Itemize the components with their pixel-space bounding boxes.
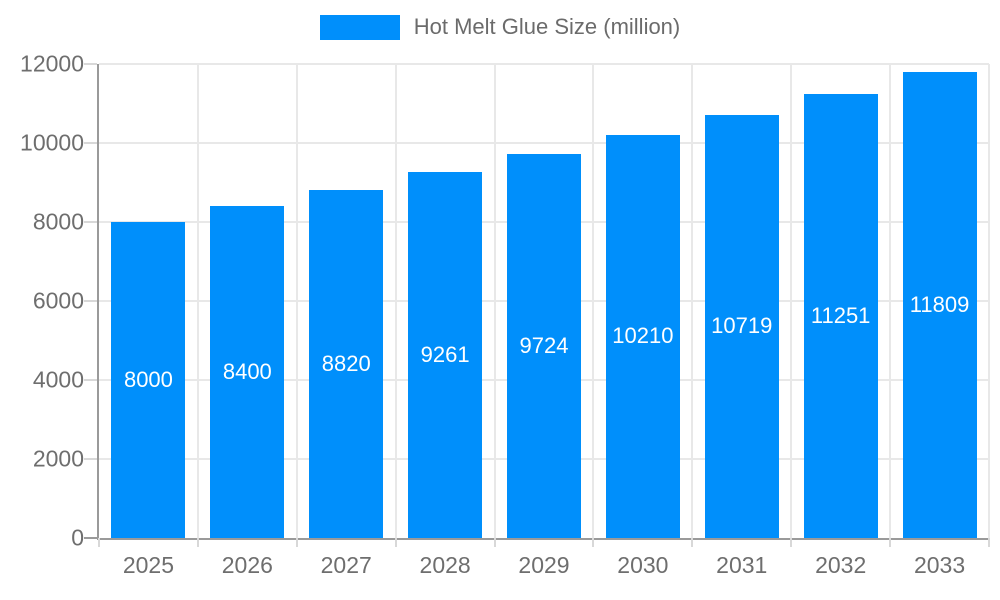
y-axis-tick [84,142,97,144]
x-tick-label: 2033 [913,552,966,578]
legend-swatch [319,14,400,40]
legend-label: Hot Melt Glue Size (million) [413,14,681,39]
x-axis-tick [196,538,199,547]
x-axis-line [97,538,989,540]
x-axis-tick [691,538,694,547]
bar-value-label: 11251 [810,302,871,328]
x-tick-label: 2027 [320,552,372,578]
x-axis-tick [889,538,892,547]
bar-value-label: 11809 [909,291,970,317]
y-axis-tick [84,221,97,223]
x-axis-tick [592,538,595,547]
bar[interactable]: 8400 [210,206,285,538]
bar[interactable]: 8820 [309,189,384,538]
y-tick-label: 12000 [20,50,84,77]
gridline-vertical [196,64,199,538]
gridline-vertical [691,64,694,538]
legend[interactable]: Hot Melt Glue Size (million) [0,14,1000,40]
x-axis-tick [493,538,496,547]
bar[interactable]: 9261 [408,172,483,538]
x-tick-label: 2028 [419,552,471,578]
bar-value-label: 8820 [321,350,371,376]
x-tick-label: 2026 [221,552,273,578]
bar-value-label: 8000 [123,367,173,392]
x-axis-tick [295,538,298,547]
y-axis-tick [84,63,97,65]
bar[interactable]: 11809 [902,71,977,538]
bar-value-label: 9261 [420,342,470,368]
x-tick-label: 2031 [716,552,768,578]
x-tick-label: 2032 [815,552,867,578]
y-tick-label: 6000 [32,287,84,314]
gridline-vertical [295,64,298,538]
y-axis-tick [84,379,97,381]
bar[interactable]: 11251 [803,93,878,538]
y-axis-tick [84,300,97,302]
y-tick-label: 2000 [32,445,84,472]
y-tick-label: 8000 [32,208,84,235]
gridline-horizontal [99,142,989,144]
gridline-vertical [592,64,595,538]
x-axis-tick [98,538,100,547]
y-axis-tick [84,537,97,539]
gridline-vertical [790,64,793,538]
x-axis-tick [988,538,990,547]
gridline-horizontal [99,63,989,65]
y-tick-label: 0 [71,524,84,551]
y-axis-line [97,64,99,538]
x-tick-label: 2030 [617,552,669,578]
x-axis-tick [394,538,397,547]
gridline-vertical [889,64,892,538]
plot-area: 8000 8400 8820 9261 9724 10210 10719 11251 11809 [97,63,990,540]
gridline-vertical [988,64,990,538]
x-tick-label: 2029 [518,552,570,578]
bar[interactable]: 10210 [605,134,680,538]
gridline-vertical [394,64,397,538]
y-tick-label: 4000 [32,366,84,393]
bar[interactable]: 9724 [507,153,581,538]
bar-value-label: 10719 [711,313,773,339]
x-axis-tick [790,538,793,547]
bar[interactable]: 10719 [704,114,779,538]
bar-value-label: 9724 [519,332,569,358]
gridline-vertical [493,64,496,538]
x-tick-label: 2025 [122,552,175,578]
bar-value-label: 8400 [222,359,272,385]
bar[interactable]: 8000 [111,222,186,538]
bar-value-label: 10210 [612,323,674,349]
y-tick-label: 10000 [20,129,84,156]
y-axis-tick [84,458,97,460]
